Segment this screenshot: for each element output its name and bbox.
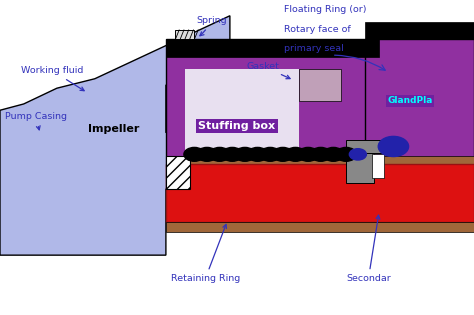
Text: Floating Ring (or): Floating Ring (or): [284, 5, 367, 14]
Text: Spring: Spring: [197, 16, 228, 36]
FancyBboxPatch shape: [175, 30, 194, 39]
FancyBboxPatch shape: [166, 156, 474, 164]
Circle shape: [247, 147, 268, 161]
Circle shape: [285, 147, 306, 161]
Circle shape: [184, 147, 205, 161]
FancyBboxPatch shape: [166, 222, 474, 232]
Circle shape: [209, 147, 230, 161]
Circle shape: [323, 147, 344, 161]
Text: primary seal: primary seal: [284, 44, 344, 53]
Circle shape: [378, 136, 409, 157]
Text: Working fluid: Working fluid: [21, 66, 84, 91]
Circle shape: [235, 147, 255, 161]
Text: Rotary face of: Rotary face of: [284, 26, 351, 34]
Text: Stuffing box: Stuffing box: [199, 121, 275, 131]
Circle shape: [298, 147, 319, 161]
FancyBboxPatch shape: [166, 156, 190, 189]
Circle shape: [260, 147, 281, 161]
Text: GlandPla: GlandPla: [387, 96, 433, 105]
FancyBboxPatch shape: [166, 164, 474, 222]
FancyBboxPatch shape: [346, 140, 389, 153]
Circle shape: [349, 149, 366, 160]
Text: Pump Casing: Pump Casing: [5, 112, 67, 130]
Circle shape: [273, 147, 293, 161]
FancyBboxPatch shape: [166, 39, 379, 57]
Circle shape: [222, 147, 243, 161]
Polygon shape: [365, 39, 474, 189]
Text: Impeller: Impeller: [88, 124, 139, 134]
FancyBboxPatch shape: [346, 153, 374, 183]
Text: Retaining Ring: Retaining Ring: [171, 224, 240, 283]
Circle shape: [336, 147, 356, 161]
FancyBboxPatch shape: [372, 154, 384, 178]
Polygon shape: [166, 39, 379, 189]
Text: Secondar: Secondar: [346, 215, 391, 283]
Circle shape: [197, 147, 218, 161]
Polygon shape: [0, 16, 230, 255]
FancyBboxPatch shape: [365, 22, 474, 39]
Polygon shape: [185, 69, 299, 176]
Text: Gasket: Gasket: [246, 62, 290, 79]
Polygon shape: [299, 69, 341, 101]
Circle shape: [310, 147, 331, 161]
